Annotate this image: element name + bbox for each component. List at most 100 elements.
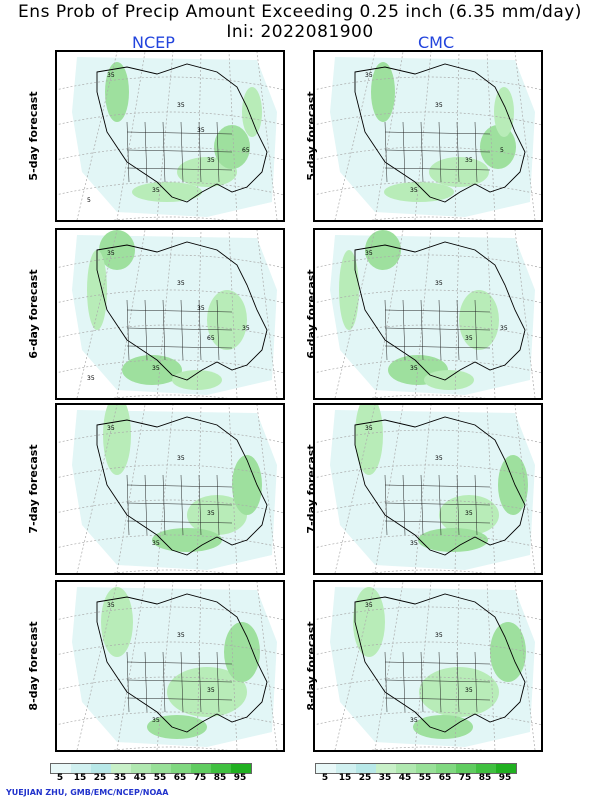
low-prob-area: [72, 235, 277, 395]
precip-prob-blob: [480, 125, 516, 169]
graticule-line: [57, 534, 283, 549]
graticule-line: [315, 499, 541, 514]
precip-prob-blob: [384, 182, 454, 202]
map-panel-ncep-6day: 35 35 65 35 35 35 35: [55, 228, 285, 400]
graticule-line: [256, 52, 278, 220]
graticule-line: [454, 52, 460, 220]
map-panel-cmc-5day: 35 35 35 35 5: [313, 50, 543, 222]
graticule-line: [256, 582, 278, 750]
legend-tick-label: 15: [338, 773, 352, 783]
map-panel-ncep-5day: 35 35 35 35 65 35 5: [55, 50, 285, 222]
legend-swatch: [376, 764, 396, 773]
graticule-line: [334, 582, 376, 750]
contour-label: 35: [107, 602, 115, 609]
coastline: [354, 416, 526, 556]
legend-tick-label: 55: [418, 773, 432, 783]
graticule-line: [315, 711, 541, 726]
contour-label: 35: [107, 72, 115, 79]
graticule-line: [374, 52, 404, 220]
graticule-line: [57, 254, 283, 269]
graticule-line: [315, 324, 541, 339]
graticule-line: [514, 52, 536, 220]
state-border: [126, 345, 233, 349]
graticule-line: [57, 711, 283, 726]
graticule-line: [57, 606, 283, 621]
map-panel-cmc-8day: 35 35 35 35: [313, 580, 543, 752]
coastline: [354, 63, 526, 203]
precip-map: 35 35 35 35: [315, 582, 541, 750]
graticule-line: [228, 52, 238, 220]
graticule-line: [315, 429, 541, 444]
graticule-line: [315, 111, 541, 126]
state-border: [198, 121, 202, 183]
graticule-line: [315, 289, 541, 304]
state-border: [474, 474, 478, 536]
legend-colorbar-cmc: [315, 763, 517, 774]
precip-prob-blob: [494, 87, 514, 137]
graticule-line: [256, 405, 278, 573]
graticule-line: [315, 464, 541, 479]
state-border: [216, 651, 220, 713]
graticule-line: [57, 289, 283, 304]
contour-label: 35: [177, 632, 185, 639]
state-border: [402, 474, 406, 536]
contour-label: 65: [207, 335, 215, 342]
legend-swatch: [476, 764, 496, 773]
graticule-line: [112, 394, 228, 398]
legend-swatch: [151, 764, 171, 773]
graticule-line: [315, 146, 541, 161]
contour-label: 35: [152, 717, 160, 724]
graticule-line: [315, 76, 541, 91]
state-border: [384, 327, 491, 331]
graticule-line: [334, 230, 376, 398]
contour-label: 35: [465, 510, 473, 517]
contour-label: 35: [197, 305, 205, 312]
graticule-line: [514, 582, 536, 750]
graticule-line: [57, 324, 283, 339]
graticule-line: [514, 230, 536, 398]
contour-label: 35: [435, 632, 443, 639]
graticule-line: [374, 230, 404, 398]
precip-map: 35 35 35 35: [57, 582, 283, 750]
state-border: [474, 651, 478, 713]
legend-swatch: [71, 764, 91, 773]
contour-label: 35: [410, 187, 418, 194]
state-border: [126, 327, 233, 331]
state-border: [198, 299, 202, 361]
contour-label: 35: [365, 425, 373, 432]
graticule-line: [112, 569, 228, 573]
contour-label: 35: [152, 187, 160, 194]
state-border: [402, 651, 406, 713]
graticule-line: [116, 230, 146, 398]
graticule-line: [454, 230, 460, 398]
row-label-8-day: 8-day forecast: [27, 621, 40, 711]
contour-label: 35: [207, 510, 215, 517]
graticule-line: [196, 582, 202, 750]
state-border: [216, 121, 220, 183]
state-border: [180, 299, 184, 361]
row-label-5-day: 5-day forecast: [27, 91, 40, 181]
figure-title: Ens Prob of Precip Amount Exceeding 0.25…: [18, 2, 582, 22]
state-border: [126, 167, 233, 171]
legend-swatch: [171, 764, 191, 773]
state-border: [126, 309, 233, 313]
graticule-line: [315, 676, 541, 691]
contour-label: 35: [410, 540, 418, 547]
graticule-line: [116, 582, 146, 750]
legend-swatch: [336, 764, 356, 773]
state-border: [384, 149, 491, 153]
precip-prob-blob: [122, 355, 182, 385]
contour-label: 35: [177, 455, 185, 462]
state-border: [420, 651, 424, 713]
legend-tick-label: 45: [398, 773, 412, 783]
row-label-6-day: 6-day forecast: [27, 269, 40, 359]
contour-label: 35: [107, 425, 115, 432]
legend-tick-label: 5: [56, 773, 64, 783]
legend-swatch: [356, 764, 376, 773]
state-border: [384, 502, 491, 506]
precip-prob-blob: [339, 250, 359, 330]
legend-tick-label: 75: [193, 773, 207, 783]
state-border: [420, 474, 424, 536]
state-border: [162, 121, 166, 183]
state-border: [474, 121, 478, 183]
